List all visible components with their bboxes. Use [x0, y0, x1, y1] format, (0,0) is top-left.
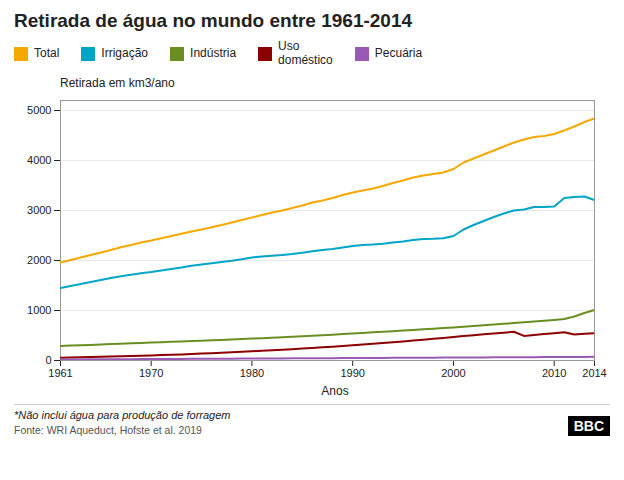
- svg-text:2000: 2000: [27, 254, 51, 266]
- html-text:Retirada em km3/ano: Retirada em km3/ano: [60, 75, 175, 90]
- html-text:Retirada de água no mundo entr: Retirada de água no mundo entre 1961-201…: [14, 10, 413, 31]
- html-text:Indústria: Indústria: [190, 45, 237, 60]
- html-text:Total: Total: [34, 45, 60, 60]
- html-text:Uso doméstico: Uso doméstico: [278, 39, 333, 67]
- html-text:Irrigação: Irrigação: [101, 45, 148, 60]
- svg-text:2000: 2000: [441, 367, 465, 379]
- svg-text:0: 0: [45, 354, 51, 366]
- svg-text:4000: 4000: [27, 154, 51, 166]
- html-text:Pecuária: Pecuária: [374, 45, 423, 60]
- html-text:Fonte: WRI Aqueduct, Hofste et: Fonte: WRI Aqueduct, Hofste et al. 2019: [14, 423, 202, 436]
- svg-text:2014: 2014: [582, 367, 606, 379]
- svg-text:1961: 1961: [48, 367, 72, 379]
- html-text:Anos: Anos: [321, 383, 349, 398]
- svg-text:5000: 5000: [27, 104, 51, 116]
- html-text:*Não inclui água para produção: *Não inclui água para produção de forrag…: [14, 408, 231, 421]
- html-text:BBC: BBC: [573, 417, 604, 434]
- svg-text:2010: 2010: [542, 367, 566, 379]
- svg-text:1980: 1980: [240, 367, 264, 379]
- svg-text:3000: 3000: [27, 204, 51, 216]
- svg-text:1000: 1000: [27, 304, 51, 316]
- svg-text:1970: 1970: [139, 367, 163, 379]
- svg-text:1990: 1990: [340, 367, 364, 379]
